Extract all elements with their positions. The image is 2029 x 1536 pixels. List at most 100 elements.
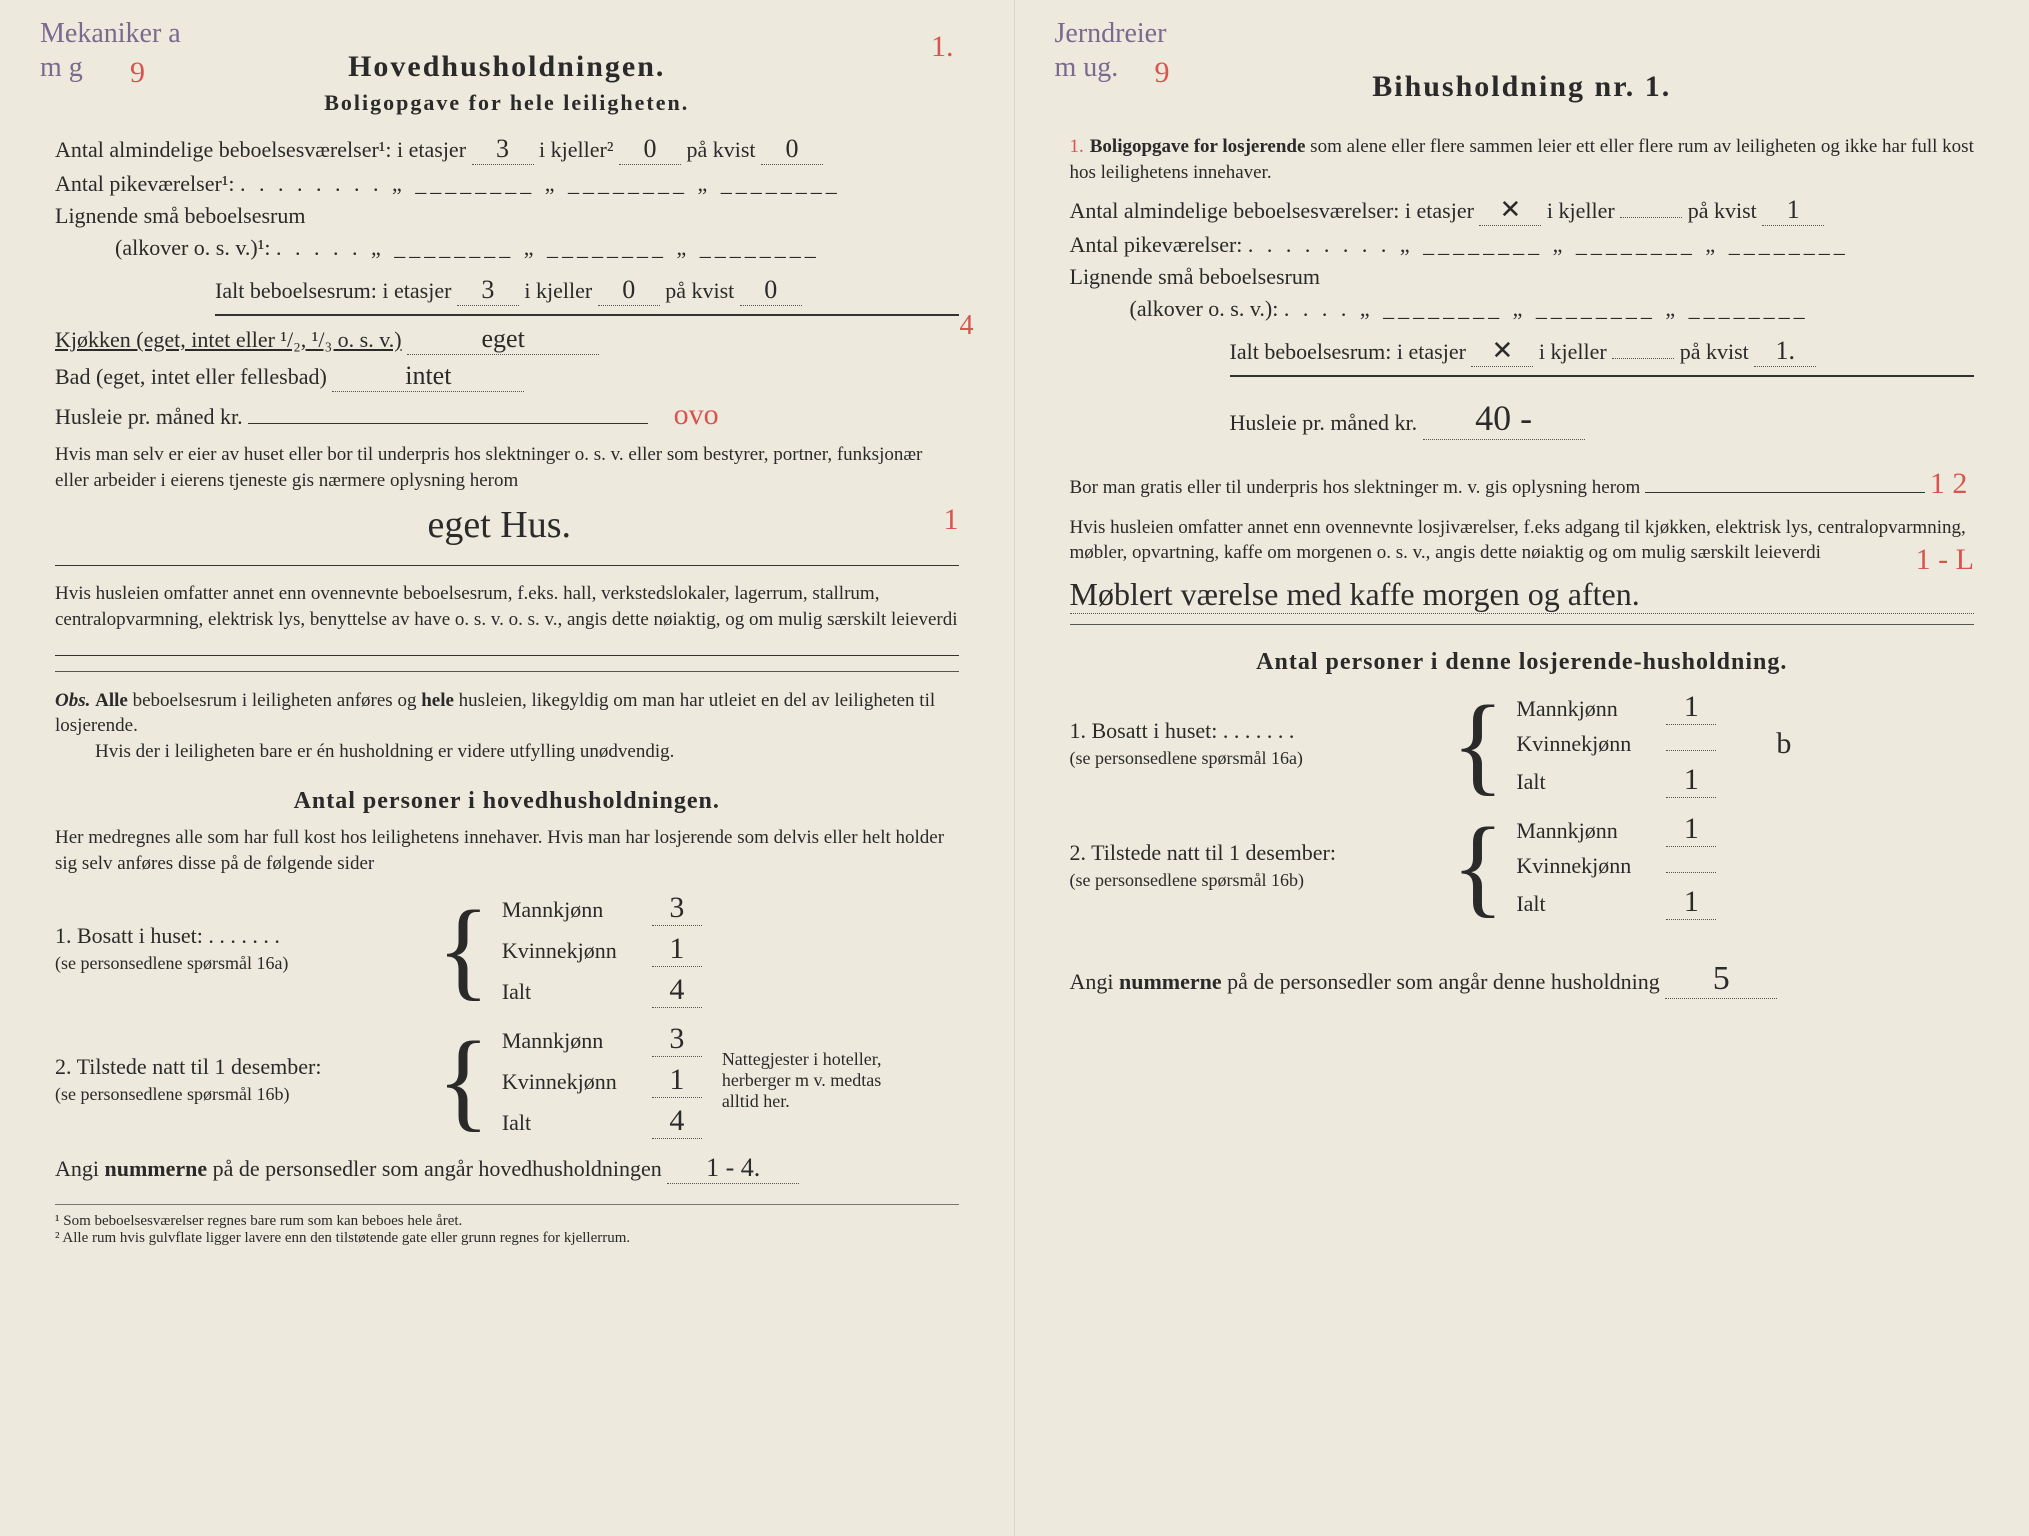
bad-label: Bad (eget, intet eller fellesbad) [55, 364, 327, 389]
q1-kvinne: 1 [652, 932, 702, 967]
q1-sub: (se personsedlene spørsmål 16a) [55, 953, 288, 973]
r-q1-t: 1 [1666, 763, 1716, 798]
q2-ialt: 4 [652, 1104, 702, 1139]
natt-note: Nattegjester i hoteller, herberger m v. … [722, 1049, 892, 1112]
page-num-red: 9 [130, 56, 145, 90]
handwritten-long: Møblert værelse med kaffe morgen og afte… [1070, 576, 1975, 614]
subtitle: Boligopgave for hele leiligheten. [55, 90, 959, 116]
row3-sub-label: (alkover o. s. v.)¹: [115, 235, 270, 260]
ialt-etasjer: 3 [457, 275, 519, 306]
r-para2: Hvis husleien omfatter annet enn ovennev… [1070, 515, 1975, 566]
census-form-spread: Mekaniker a m g 9 1. Hovedhusholdningen.… [0, 0, 2029, 1536]
annotation-mug: m ug. [1055, 52, 1119, 84]
bad-val: intet [332, 361, 524, 392]
r-q2-t: 1 [1666, 885, 1716, 920]
brace-icon: { [437, 914, 490, 984]
obs-block: Obs. Alle beboelsesrum i leiligheten anf… [55, 688, 959, 765]
r-ialt-c: 1. [1754, 336, 1816, 367]
q2-kvinne: 1 [652, 1063, 702, 1098]
para-gratis-text: Bor man gratis eller til underpris hos s… [1070, 477, 1641, 498]
r-q2-label: 2. Tilstede natt til 1 desember: [1070, 840, 1336, 865]
sub-losjerende: 1. Boligopgave for losjerende som alene … [1070, 134, 1975, 185]
r-row1-b-label: i kjeller [1547, 198, 1615, 223]
kjokken-row: Kjøkken (eget, intet eller ¹/₂, ¹/₃ o. s… [55, 324, 959, 355]
obs-label: Obs. [55, 690, 90, 711]
r-row2-label: Antal pikeværelser: [1070, 232, 1243, 257]
r-q2-row: 2. Tilstede natt til 1 desember: (se per… [1070, 812, 1975, 920]
r-ialt-a: ✕ [1471, 336, 1533, 367]
obs-text-1: Alle beboelsesrum i leiligheten anføres … [55, 690, 935, 737]
q2-row: 2. Tilstede natt til 1 desember: (se per… [55, 1022, 959, 1139]
q2-sub: (se personsedlene spørsmål 16b) [55, 1084, 289, 1104]
r-ialt-label: Ialt beboelsesrum: i etasjer [1230, 339, 1466, 364]
mann-label: Mannkjønn [502, 897, 652, 923]
row1-label: Antal almindelige beboelsesværelser¹: i … [55, 137, 466, 162]
foot-1: ¹ Som beboelsesværelser regnes bare rum … [55, 1213, 959, 1230]
r-row1-c: 1 [1762, 195, 1824, 226]
r-angi-row: Angi nummerne på de personsedler som ang… [1070, 960, 1975, 999]
r-q1-label: 1. Bosatt i huset: [1070, 718, 1218, 743]
angi-row: Angi nummerne på de personsedler som ang… [55, 1153, 959, 1184]
right-page: Jerndreier m ug. 9 Bihusholdning nr. 1. … [1015, 0, 2029, 1536]
ialt-row: Ialt beboelsesrum: i etasjer 3 i kjeller… [55, 275, 959, 306]
row2-label: Antal pikeværelser¹: [55, 171, 235, 196]
r-q1-row: 1. Bosatt i huset: . . . . . . . (se per… [1070, 690, 1975, 798]
section-antal-sub: Her medregnes alle som har full kost hos… [55, 825, 959, 876]
brace-icon: { [1452, 831, 1505, 901]
footnotes: ¹ Som beboelsesværelser regnes bare rum … [55, 1204, 959, 1247]
annotation-occupation: Mekaniker a [40, 18, 181, 50]
r-mann2: Mannkjønn [1516, 818, 1666, 844]
r-q1-sub: (se personsedlene spørsmål 16a) [1070, 748, 1303, 768]
row1-etasjer: 3 [472, 134, 534, 165]
husleie-red: ovo [674, 398, 719, 431]
q1-row: 1. Bosatt i huset: . . . . . . . (se per… [55, 891, 959, 1008]
kjokken-val: eget [407, 324, 599, 355]
ialt-kjeller: 0 [598, 275, 660, 306]
para-eier: Hvis man selv er eier av huset eller bor… [55, 442, 959, 493]
q1-ialt: 4 [652, 973, 702, 1008]
r-row3-sub-label: (alkover o. s. v.): [1130, 296, 1279, 321]
rooms-row-3-sub: (alkover o. s. v.)¹: . . . . . „ _______… [55, 235, 959, 261]
r-mann: Mannkjønn [1516, 696, 1666, 722]
r-ialt-row: Ialt beboelsesrum: i etasjer ✕ i kjeller… [1070, 336, 1975, 367]
r-ialt-q2: Ialt [1516, 891, 1666, 917]
r-row2: Antal pikeværelser: . . . . . . . . „ __… [1070, 232, 1975, 258]
kvinne-label-2: Kvinnekjønn [502, 1069, 652, 1095]
kjokken-label: Kjøkken (eget, intet eller ¹/₂, ¹/₃ o. s… [55, 327, 402, 352]
r-q1-m: 1 [1666, 690, 1716, 725]
annotation-mg: m g [40, 52, 83, 84]
annotation-occupation-r: Jerndreier [1055, 18, 1167, 50]
bad-row: Bad (eget, intet eller fellesbad) intet [55, 361, 959, 392]
ialt-kvist-label: på kvist [665, 278, 734, 303]
eget-hus: eget Hus. [427, 504, 571, 546]
r-husleie-label: Husleie pr. måned kr. [1230, 410, 1418, 435]
ialt-label-q2: Ialt [502, 1110, 652, 1136]
r-row1-a: ✕ [1479, 195, 1541, 226]
r-q2-k [1666, 872, 1716, 873]
r-ialt-b [1612, 358, 1674, 359]
q1-label: 1. Bosatt i huset: [55, 923, 203, 948]
row1-kvist: 0 [761, 134, 823, 165]
r-row1-c-label: på kvist [1688, 198, 1757, 223]
brace-icon: { [437, 1045, 490, 1115]
para-gratis: Bor man gratis eller til underpris hos s… [1070, 464, 1975, 505]
husleie-label: Husleie pr. måned kr. [55, 404, 243, 429]
main-title: Hovedhusholdningen. [55, 50, 959, 84]
rooms-row-2: Antal pikeværelser¹: . . . . . . . . „ _… [55, 171, 959, 197]
ialt-label: Ialt beboelsesrum: i etasjer [215, 278, 451, 303]
q2-label: 2. Tilstede natt til 1 desember: [55, 1054, 321, 1079]
r-ialt-b-label: i kjeller [1539, 339, 1607, 364]
row1-kjeller: 0 [619, 134, 681, 165]
para-husleie-omfatter: Hvis husleien omfatter annet enn ovennev… [55, 581, 959, 632]
r-ialt-c-label: på kvist [1680, 339, 1749, 364]
r-row3: Lignende små beboelsesrum [1070, 264, 1975, 290]
row1-kvist-label: på kvist [686, 137, 755, 162]
r-q1-k [1666, 750, 1716, 751]
red-1: 1 [944, 503, 959, 537]
left-page: Mekaniker a m g 9 1. Hovedhusholdningen.… [0, 0, 1015, 1536]
r-para2-text: Hvis husleien omfatter annet enn ovennev… [1070, 517, 1966, 564]
rooms-row-1: Antal almindelige beboelsesværelser¹: i … [55, 134, 959, 165]
q2-mann: 3 [652, 1022, 702, 1057]
r-row1-b [1620, 217, 1682, 218]
r-q2-sub: (se personsedlene spørsmål 16b) [1070, 870, 1304, 890]
